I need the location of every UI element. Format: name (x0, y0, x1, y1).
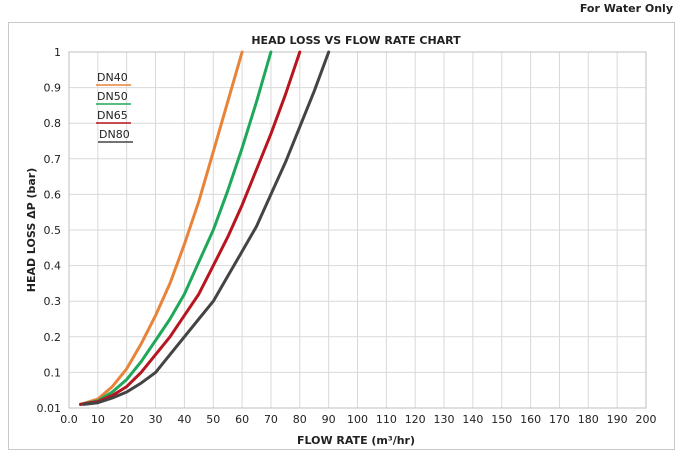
series-line-dn65 (79, 50, 302, 406)
legend-label-dn80: DN80 (99, 128, 130, 141)
x-tick-label: 0.0 (60, 413, 78, 426)
y-axis-title: HEAD LOSS ΔP (bar) (25, 168, 38, 293)
x-tick-label: 100 (347, 413, 368, 426)
y-tick-label: 0.8 (44, 117, 62, 130)
x-tick-label: 190 (607, 413, 628, 426)
y-tick-label: 0.1 (44, 366, 62, 379)
series-line-dn80 (81, 50, 331, 406)
x-tick-label: 50 (206, 413, 220, 426)
x-tick-label: 30 (149, 413, 163, 426)
y-tick-label: 0.01 (37, 402, 62, 415)
y-tick-label: 0.7 (44, 153, 62, 166)
series-line-dn50 (79, 50, 273, 406)
x-tick-label: 200 (636, 413, 657, 426)
x-tick-label: 20 (120, 413, 134, 426)
axes: 0.0 10 20 30 40 50 60 70 80 90 100 110 120 130 140 150 1… (37, 46, 657, 426)
x-tick-label: 70 (264, 413, 278, 426)
x-tick-label: 10 (91, 413, 105, 426)
x-tick-label: 40 (177, 413, 191, 426)
chart-title: HEAD LOSS VS FLOW RATE CHART (251, 34, 461, 47)
x-tick-label: 90 (322, 413, 336, 426)
legend-label-dn40: DN40 (97, 71, 128, 84)
x-tick-label: 150 (491, 413, 512, 426)
y-tick-label: 0.4 (44, 260, 62, 273)
y-tick-label: 1 (54, 46, 61, 59)
x-tick-label: 140 (462, 413, 483, 426)
x-tick-label: 180 (578, 413, 599, 426)
y-tick-label: 0.2 (44, 331, 62, 344)
legend-label-dn65: DN65 (97, 109, 128, 122)
x-tick-label: 110 (376, 413, 397, 426)
x-tick-label: 130 (434, 413, 455, 426)
x-tick-label: 80 (293, 413, 307, 426)
water-only-note: For Water Only (579, 2, 673, 15)
y-tick-label: 0.6 (44, 188, 62, 201)
legend-label-dn50: DN50 (97, 90, 128, 103)
x-tick-label: 60 (235, 413, 249, 426)
x-tick-label: 120 (405, 413, 426, 426)
series-lines (79, 50, 331, 406)
y-tick-label: 0.9 (44, 82, 62, 95)
plot-area-border (68, 51, 647, 409)
series-line-dn40 (79, 50, 244, 406)
legend: DN40 DN50 DN65 DN80 (96, 71, 133, 143)
y-tick-label: 0.3 (44, 295, 62, 308)
x-axis-title: FLOW RATE (m³/hr) (297, 434, 415, 447)
x-tick-label: 160 (520, 413, 541, 426)
x-tick-label: 170 (549, 413, 570, 426)
y-tick-label: 0.5 (44, 224, 62, 237)
